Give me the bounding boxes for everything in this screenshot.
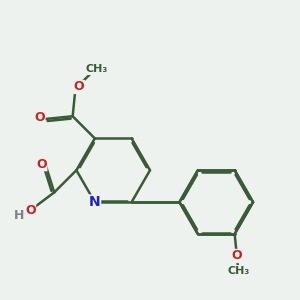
Text: N: N bbox=[89, 195, 100, 209]
Text: O: O bbox=[74, 80, 84, 93]
Text: CH₃: CH₃ bbox=[228, 266, 250, 276]
Text: O: O bbox=[25, 204, 36, 217]
Text: H: H bbox=[14, 209, 25, 222]
Text: CH₃: CH₃ bbox=[85, 64, 108, 74]
Text: O: O bbox=[36, 158, 47, 171]
Text: O: O bbox=[34, 111, 45, 124]
Text: O: O bbox=[232, 250, 242, 262]
